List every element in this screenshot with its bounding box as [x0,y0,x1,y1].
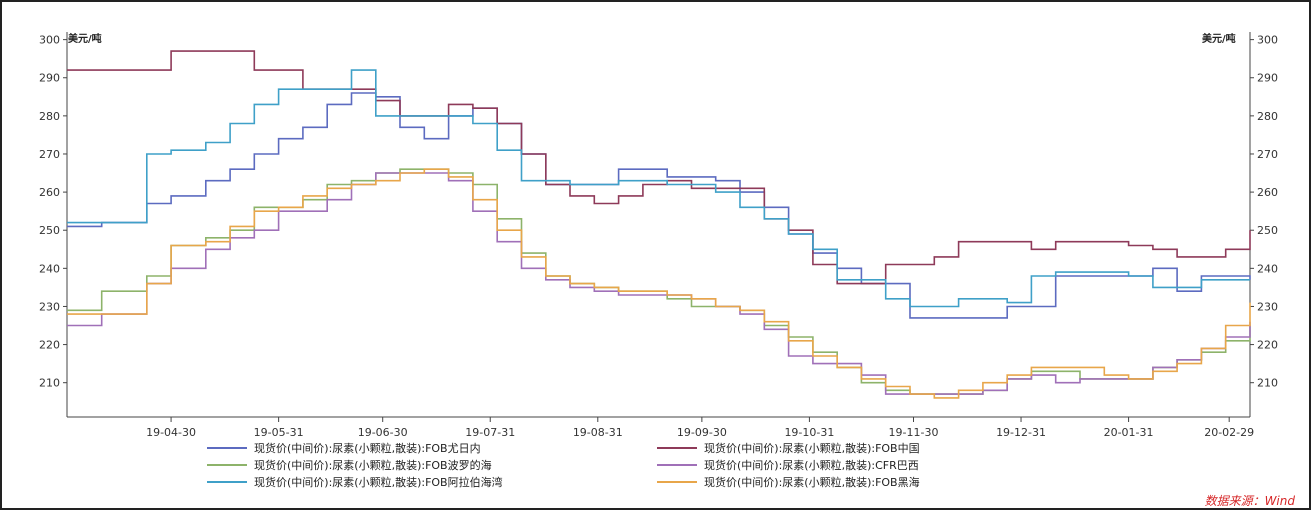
series-line-1 [67,92,1251,319]
series-layer [67,50,1251,399]
x-tick-label: 20-02-29 [1204,426,1254,439]
left-y-tick-label: 220 [39,339,60,352]
legend-label: 现货价(中间价):尿素(小颗粒,散装):CFR巴西 [704,458,919,472]
right-y-tick-label: 230 [1257,300,1278,313]
x-tick-label: 19-11-30 [889,426,939,439]
legend-label: 现货价(中间价):尿素(小颗粒,散装):FOB中国 [704,441,920,455]
left-axis-unit: 美元/吨 [68,32,102,45]
left-y-tick-label: 210 [39,377,60,390]
legend-label: 现货价(中间价):尿素(小颗粒,散装):FOB波罗的海 [254,458,492,472]
left-y-tick-label: 230 [39,300,60,313]
right-y-tick-label: 280 [1257,110,1278,123]
left-y-tick-label: 290 [39,72,60,85]
right-axis-unit: 美元/吨 [1202,32,1236,45]
right-y-tick-label: 270 [1257,148,1278,161]
data-source-label: 数据来源：Wind [1205,494,1296,508]
series-line-2 [67,50,1251,285]
series-line-3 [67,168,1251,395]
left-y-tick-label: 270 [39,148,60,161]
series-line-6 [67,168,1251,399]
legend: 现货价(中间价):尿素(小颗粒,散装):FOB尤日内 现货价(中间价):尿素(小颗… [207,441,920,489]
x-tick-label: 19-08-31 [573,426,623,439]
x-tick-label: 20-01-31 [1104,426,1154,439]
left-y-tick-label: 240 [39,262,60,275]
right-y-tick-label: 210 [1257,377,1278,390]
right-y-tick-label: 240 [1257,262,1278,275]
right-y-tick-label: 290 [1257,72,1278,85]
axes-layer: 210 210 220 220 230 230 240 240 250 250 260 260 270 2… [39,32,1278,439]
x-tick-label: 19-10-31 [784,426,834,439]
series-line-4 [67,172,1251,395]
left-y-tick-label: 300 [39,34,60,47]
x-tick-label: 19-06-30 [358,426,408,439]
x-tick-label: 19-07-31 [465,426,515,439]
right-y-tick-label: 250 [1257,224,1278,237]
x-tick-label: 19-09-30 [677,426,727,439]
x-tick-label: 19-05-31 [254,426,304,439]
x-tick-label: 19-12-31 [996,426,1046,439]
x-tick-label: 19-04-30 [146,426,196,439]
legend-label: 现货价(中间价):尿素(小颗粒,散装):FOB阿拉伯海湾 [254,475,503,489]
right-y-tick-label: 300 [1257,34,1278,47]
legend-label: 现货价(中间价):尿素(小颗粒,散装):FOB黑海 [704,475,920,489]
left-y-tick-label: 250 [39,224,60,237]
right-y-tick-label: 260 [1257,186,1278,199]
series-line-5 [67,69,1250,308]
right-y-tick-label: 220 [1257,339,1278,352]
legend-label: 现货价(中间价):尿素(小颗粒,散装):FOB尤日内 [254,441,481,455]
left-y-tick-label: 280 [39,110,60,123]
left-y-tick-label: 260 [39,186,60,199]
